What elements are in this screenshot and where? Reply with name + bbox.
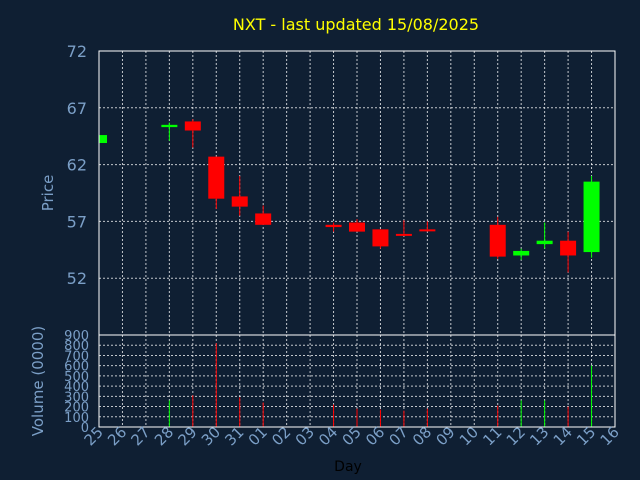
- volume-tick-label: 700: [64, 349, 89, 364]
- price-y-ticks: 52 57 62 67 72: [67, 42, 87, 288]
- volume-tick-label: 800: [64, 339, 89, 354]
- candle-body: [184, 121, 201, 131]
- volume-bars: [168, 343, 593, 427]
- candle-body: [419, 229, 436, 232]
- volume-tick-label: 200: [64, 401, 89, 416]
- candle: [372, 229, 389, 249]
- candle: [489, 216, 506, 259]
- candle: [583, 175, 600, 258]
- candle-body: [208, 156, 225, 199]
- price-tick-label: 57: [67, 212, 87, 231]
- candle-body: [99, 135, 107, 144]
- candle: [395, 220, 412, 237]
- candle-body: [513, 250, 530, 256]
- x-axis-label: Day: [334, 459, 362, 475]
- candle: [536, 222, 553, 249]
- candle: [231, 175, 248, 216]
- candle-body: [583, 181, 600, 253]
- volume-tick-label: 0: [81, 421, 89, 436]
- candlesticks: [98, 119, 600, 273]
- candle: [161, 122, 178, 141]
- candle: [560, 231, 577, 273]
- price-grid: [98, 50, 616, 335]
- candle-body: [231, 196, 248, 207]
- price-axis-label: Price: [39, 175, 57, 212]
- volume-tick-label: 600: [64, 360, 89, 375]
- price-tick-label: 52: [67, 269, 87, 288]
- candle-body: [372, 229, 389, 247]
- price-tick-label: 67: [67, 99, 87, 118]
- volume-tick-label: 500: [64, 370, 89, 385]
- candle-body: [255, 213, 272, 225]
- volume-axis-label: Volume (0000): [29, 326, 47, 436]
- candle-body: [325, 224, 342, 228]
- volume-tick-label: 900: [64, 329, 89, 344]
- candle-body: [349, 222, 365, 232]
- price-tick-label: 62: [67, 156, 87, 175]
- candle-body: [395, 233, 412, 236]
- candle-body: [161, 124, 178, 128]
- chart-title: NXT - last updated 15/08/2025: [233, 15, 479, 34]
- volume-plot-frame: [98, 334, 616, 428]
- volume-tick-label: 300: [64, 390, 89, 405]
- candle: [184, 119, 201, 148]
- volume-tick-label: 100: [64, 411, 89, 426]
- candle: [98, 135, 107, 144]
- candle-body: [560, 240, 577, 256]
- candle: [208, 156, 225, 209]
- candle: [325, 222, 342, 232]
- volume-tick-label: 400: [64, 380, 89, 395]
- candle-body: [536, 240, 553, 245]
- candle: [255, 205, 272, 225]
- day-x-ticks: 2526272829303101020304050607080910111213…: [81, 423, 623, 449]
- candle: [513, 248, 530, 261]
- candle: [349, 219, 365, 232]
- candle: [419, 221, 436, 232]
- candle-body: [489, 224, 506, 257]
- price-tick-label: 72: [67, 42, 87, 61]
